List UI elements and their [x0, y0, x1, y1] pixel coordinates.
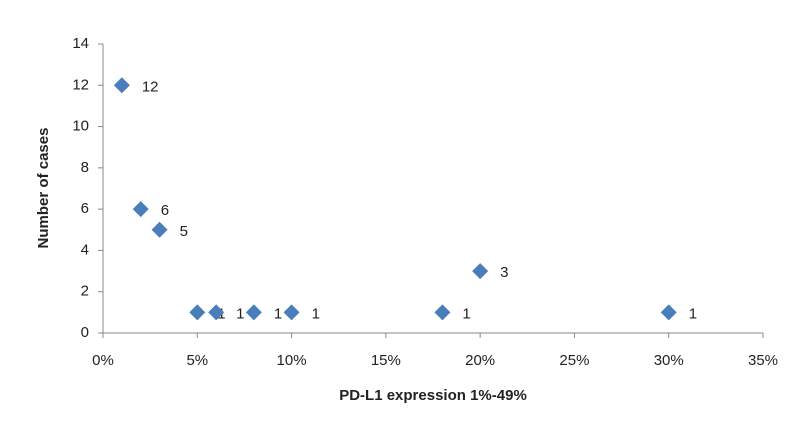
y-axis-title: Number of cases — [35, 128, 52, 249]
x-axis-title: PD-L1 expression 1%-49% — [339, 387, 527, 404]
data-label: 1 — [274, 305, 282, 322]
x-tick-label: 25% — [559, 352, 589, 369]
y-tick-label: 0 — [81, 324, 89, 341]
data-label: 1 — [236, 305, 244, 322]
x-tick-label: 5% — [186, 352, 208, 369]
point — [660, 304, 677, 321]
x-tick-label: 35% — [748, 352, 778, 369]
data-label: 3 — [500, 264, 508, 281]
data-label: 1 — [689, 305, 697, 322]
point — [113, 77, 130, 94]
y-tick-label: 6 — [81, 200, 89, 217]
y-tick-label: 8 — [81, 159, 89, 176]
data-label: 6 — [161, 202, 169, 219]
x-tick-label: 10% — [277, 352, 307, 369]
point — [132, 201, 149, 218]
y-tick-label: 4 — [81, 241, 89, 258]
y-tick-label: 2 — [81, 283, 89, 300]
y-tick-label: 10 — [72, 118, 89, 135]
x-tick-label: 0% — [92, 352, 114, 369]
point — [434, 304, 451, 321]
y-tick-label: 12 — [72, 76, 89, 93]
data-label: 5 — [180, 223, 188, 240]
x-tick-label: 15% — [371, 352, 401, 369]
point — [189, 304, 206, 321]
data-label: 1 — [312, 305, 320, 322]
point — [283, 304, 300, 321]
data-label: 1 — [462, 305, 470, 322]
x-tick-label: 30% — [654, 352, 684, 369]
data-label: 12 — [142, 78, 159, 95]
point — [472, 263, 489, 280]
x-tick-label: 20% — [465, 352, 495, 369]
point — [208, 304, 225, 321]
y-tick-label: 14 — [72, 35, 89, 52]
point — [151, 221, 168, 238]
point — [245, 304, 262, 321]
